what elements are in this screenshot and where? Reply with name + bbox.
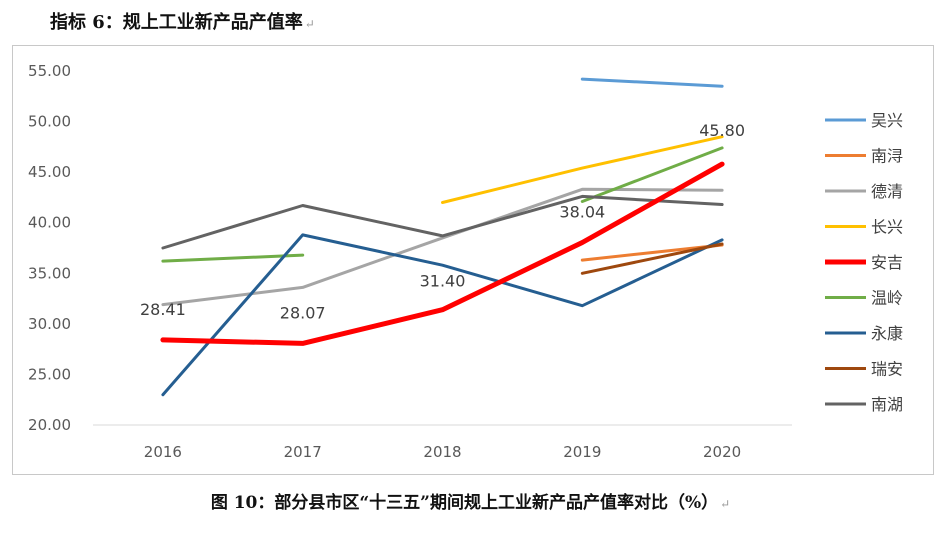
heading-text: 指标 6：规上工业新产品产值率 [50,12,303,33]
x-tick-label: 2019 [563,443,601,461]
y-tick-label: 25.00 [28,365,71,383]
page-heading: 指标 6：规上工业新产品产值率 ↵ [50,8,315,34]
caption-text: 图 10：部分县市区“十三五”期间规上工业新产品产值率对比（%） [210,493,719,513]
legend-label: 南湖 [871,395,903,414]
data-label: 45.80 [699,121,745,140]
chart-frame [12,45,934,475]
y-tick-label: 55.00 [28,62,71,80]
paragraph-mark: ↵ [304,17,315,31]
legend-label: 瑞安 [871,360,903,379]
legend-label: 长兴 [871,218,903,237]
y-tick-label: 35.00 [28,264,71,282]
axis-layer: 20.00 25.00 30.00 35.00 40.00 45.00 50.00 55.00… [28,62,792,461]
legend-label: 德清 [871,182,903,201]
y-tick-label: 45.00 [28,163,71,181]
y-tick-label: 20.00 [28,416,71,434]
legend-label: 温岭 [871,289,903,308]
series-line-长兴 [441,135,724,204]
x-tick-label: 2018 [423,443,461,461]
legend-label: 南浔 [871,147,903,166]
data-label: 28.41 [140,300,186,319]
legend-label: 吴兴 [871,111,903,130]
x-tick-label: 2016 [144,443,182,461]
x-tick-label: 2020 [703,443,741,461]
y-tick-label: 40.00 [28,214,71,232]
series-layer [160,77,725,397]
data-label-layer: 28.41 28.07 31.40 38.04 45.80 [140,121,745,322]
paragraph-mark: ↵ [720,497,731,511]
x-tick-label: 2017 [284,443,322,461]
series-line-瑞安 [580,242,724,275]
data-label: 31.40 [420,272,466,291]
series-line-安吉 [160,161,725,346]
series-line-温岭 [580,146,724,203]
y-tick-label: 30.00 [28,315,71,333]
data-label: 28.07 [280,303,326,322]
series-line-永康 [161,233,724,397]
series-line-吴兴 [580,77,724,88]
series-line-温岭 [161,253,305,263]
legend-label: 永康 [871,324,903,343]
series-line-南湖 [161,194,724,250]
y-tick-label: 50.00 [28,113,71,131]
figure-caption: 图 10：部分县市区“十三五”期间规上工业新产品产值率对比（%） ↵ [0,488,941,513]
legend-label: 安吉 [871,253,903,272]
series-line-德清 [161,187,724,307]
data-label: 38.04 [559,203,605,222]
